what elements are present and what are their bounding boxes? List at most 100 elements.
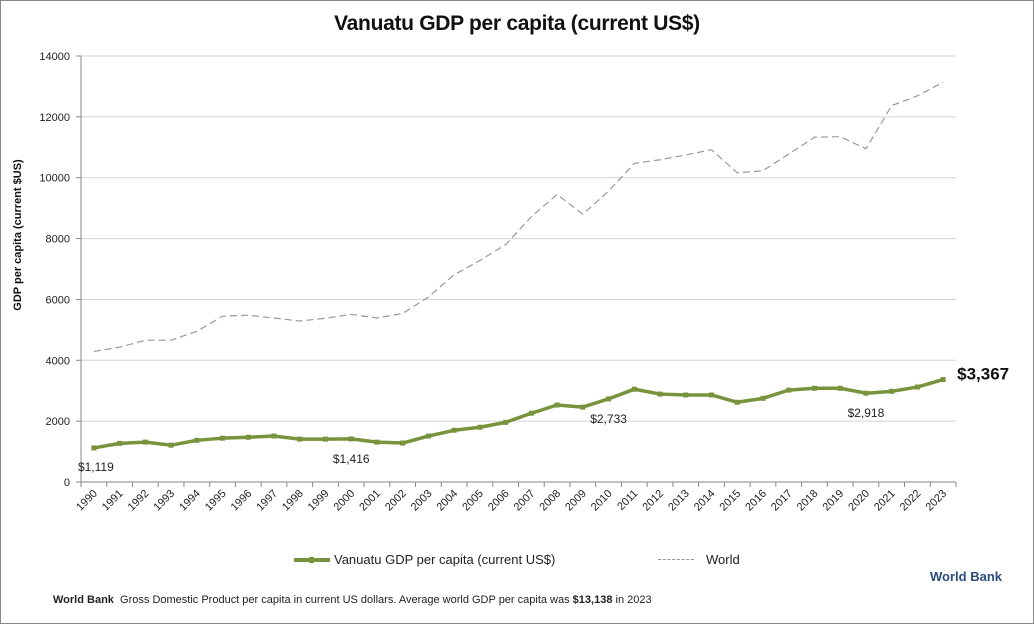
x-tick-label: 2017 bbox=[769, 488, 795, 514]
data-point-vanuatu-2018 bbox=[811, 385, 817, 391]
x-tick-label: 2023 bbox=[923, 488, 949, 514]
data-point-vanuatu-2004 bbox=[451, 427, 457, 433]
footnote-suffix: in 2023 bbox=[612, 594, 652, 606]
x-tick-label: 2016 bbox=[743, 488, 769, 514]
x-tick-label: 1992 bbox=[126, 488, 152, 514]
x-tick-label: 2005 bbox=[460, 488, 486, 514]
data-point-vanuatu-1990 bbox=[91, 445, 97, 451]
x-tick-label: 2022 bbox=[898, 488, 924, 514]
x-tick-label: 1990 bbox=[74, 488, 100, 514]
data-label-2010: $2,733 bbox=[590, 412, 627, 426]
series-line-vanuatu bbox=[93, 377, 944, 450]
legend-swatch-vanuatu bbox=[294, 556, 330, 563]
x-tick-label: 1995 bbox=[203, 488, 229, 514]
data-point-vanuatu-1992 bbox=[142, 439, 148, 445]
legend: Vanuatu GDP per capita (current US$) Wor… bbox=[0, 552, 1034, 570]
y-tick-label: 8000 bbox=[46, 234, 70, 246]
x-tick-label: 2014 bbox=[692, 488, 718, 514]
y-tick-label: 12000 bbox=[39, 112, 70, 124]
x-tick-label: 1991 bbox=[100, 488, 126, 514]
x-tick-label: 2004 bbox=[434, 488, 460, 514]
data-point-vanuatu-2023 bbox=[940, 377, 946, 383]
data-point-vanuatu-2021 bbox=[889, 388, 895, 394]
data-point-vanuatu-1998 bbox=[297, 436, 303, 442]
data-point-vanuatu-1995 bbox=[220, 435, 226, 441]
x-tick-label: 2018 bbox=[795, 488, 821, 514]
x-tick-label: 1996 bbox=[229, 488, 255, 514]
brand-label: World Bank bbox=[930, 569, 1002, 584]
legend-label-vanuatu: Vanuatu GDP per capita (current US$) bbox=[334, 552, 556, 567]
legend-item-vanuatu[interactable]: Vanuatu GDP per capita (current US$) bbox=[294, 552, 555, 567]
axes bbox=[76, 55, 957, 487]
y-tick-label: 2000 bbox=[46, 416, 70, 428]
data-label-1990: $1,119 bbox=[78, 460, 114, 474]
data-point-vanuatu-2011 bbox=[631, 386, 637, 392]
x-tick-label: 2000 bbox=[332, 488, 358, 514]
data-point-vanuatu-2014 bbox=[709, 392, 715, 398]
x-tick-label: 2021 bbox=[872, 488, 898, 514]
x-tick-label: 1999 bbox=[306, 488, 332, 514]
x-tick-label: 1993 bbox=[151, 488, 177, 514]
gridlines bbox=[81, 55, 956, 422]
x-tick-label: 2001 bbox=[357, 488, 383, 514]
data-point-vanuatu-2016 bbox=[760, 395, 766, 401]
legend-item-world[interactable]: World bbox=[658, 552, 740, 567]
x-tick-label: 2002 bbox=[383, 488, 409, 514]
series-line-world bbox=[93, 81, 944, 353]
x-tick-label: 1997 bbox=[254, 488, 280, 514]
data-point-vanuatu-2001 bbox=[374, 439, 380, 445]
data-point-vanuatu-2005 bbox=[477, 424, 483, 430]
x-tick-label: 2006 bbox=[486, 488, 512, 514]
data-point-vanuatu-2009 bbox=[580, 404, 586, 410]
footnote-highlight: $13,138 bbox=[572, 594, 613, 606]
data-point-vanuatu-2002 bbox=[400, 440, 406, 446]
data-point-vanuatu-2015 bbox=[734, 399, 740, 405]
footnote-text: Gross Domestic Product per capita in cur… bbox=[120, 594, 573, 606]
footnote-source: World Bank bbox=[53, 594, 114, 606]
data-point-vanuatu-2020 bbox=[863, 390, 869, 396]
data-label-2020: $2,918 bbox=[848, 406, 885, 420]
legend-swatch-world bbox=[658, 559, 694, 560]
y-tick-label: 0 bbox=[64, 477, 70, 489]
x-tick-labels: 1990 1991 1992 1993 1994 1995 1996 1997 1998 1999… bbox=[74, 488, 949, 514]
data-point-vanuatu-2017 bbox=[786, 387, 792, 393]
data-point-vanuatu-2003 bbox=[425, 433, 431, 439]
data-point-vanuatu-2007 bbox=[528, 410, 534, 416]
data-label-2000: $1,416 bbox=[333, 452, 370, 466]
data-point-vanuatu-2019 bbox=[837, 385, 843, 391]
y-tick-label: 10000 bbox=[39, 173, 70, 185]
x-tick-label: 2008 bbox=[537, 488, 563, 514]
series-lines bbox=[91, 81, 946, 451]
x-tick-label: 1998 bbox=[280, 488, 306, 514]
x-tick-label: 2015 bbox=[718, 488, 744, 514]
data-point-vanuatu-2012 bbox=[657, 391, 663, 397]
data-point-vanuatu-2000 bbox=[348, 436, 354, 442]
x-tick-label: 2020 bbox=[846, 488, 872, 514]
data-point-vanuatu-1997 bbox=[271, 433, 277, 439]
x-tick-label: 1994 bbox=[177, 488, 203, 514]
data-point-vanuatu-1999 bbox=[322, 436, 328, 442]
x-tick-label: 2003 bbox=[409, 488, 435, 514]
x-tick-label: 2009 bbox=[563, 488, 589, 514]
data-label-2023: $3,367 bbox=[957, 365, 1009, 384]
x-tick-label: 2013 bbox=[666, 488, 692, 514]
y-tick-label: 14000 bbox=[39, 51, 70, 63]
data-point-vanuatu-1993 bbox=[168, 442, 174, 448]
y-axis-label: GDP per capita (current $US) bbox=[12, 159, 24, 311]
y-tick-label: 6000 bbox=[46, 294, 70, 306]
data-point-vanuatu-2008 bbox=[554, 402, 560, 408]
data-labels: $1,119 $1,416 $2,733 $2,918 $3,367 bbox=[78, 365, 1009, 474]
data-point-vanuatu-1996 bbox=[245, 434, 251, 440]
x-tick-label: 2007 bbox=[512, 488, 538, 514]
x-tick-label: 2012 bbox=[640, 488, 666, 514]
x-tick-label: 2010 bbox=[589, 488, 615, 514]
x-tick-label: 2011 bbox=[615, 488, 640, 513]
data-point-vanuatu-1991 bbox=[117, 440, 123, 446]
y-tick-label: 4000 bbox=[46, 355, 70, 367]
legend-label-world: World bbox=[706, 552, 740, 567]
y-tick-labels: 0 2000 4000 6000 8000 10000 12000 14000 bbox=[39, 51, 70, 489]
chart-title: Vanuatu GDP per capita (current US$) bbox=[334, 12, 700, 35]
data-point-vanuatu-2010 bbox=[606, 396, 612, 402]
